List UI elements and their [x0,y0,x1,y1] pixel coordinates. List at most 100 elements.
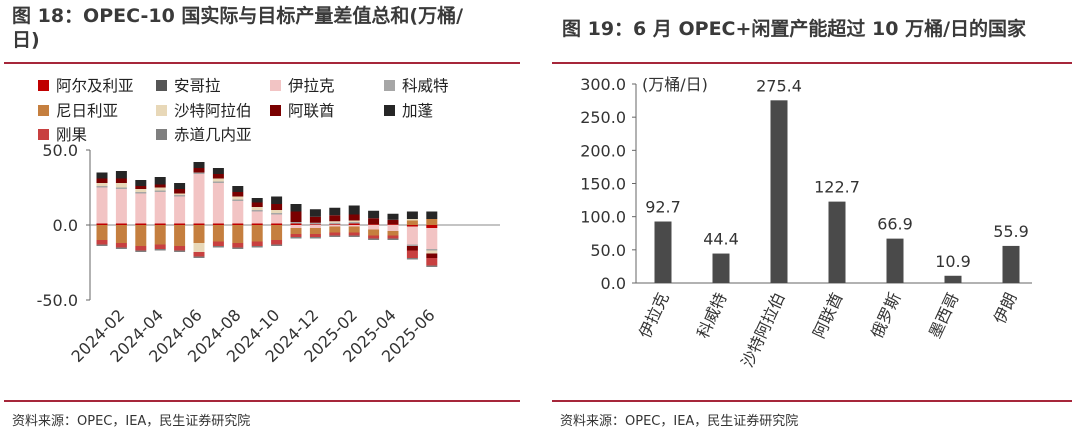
bar-segment [174,250,186,252]
data-label: 275.4 [756,76,802,95]
legend-label: 赤道几内亚 [174,126,252,144]
bar-segment [368,235,380,239]
bar-segment [232,243,244,248]
bar-segment [96,244,108,246]
bar-segment [406,211,418,219]
bar-segment [174,193,186,195]
bar-segment [309,224,321,225]
bar-segment [232,247,244,249]
bar-segment [212,225,224,242]
bar-segment [232,186,244,192]
bar-segment [348,226,360,233]
bar-segment [387,231,399,236]
bar-segment [290,225,302,228]
bar-segment [271,214,283,224]
legend-swatch [38,80,49,91]
bar-segment [426,211,438,219]
bar-segment [348,235,360,237]
bar-segment [212,168,224,174]
bar-segment [426,258,438,266]
bar-segment [290,228,302,234]
x-tick-label: 沙特阿拉伯 [738,290,789,371]
bar-segment [406,246,418,251]
legend-swatch [38,105,49,116]
bar-segment [309,222,321,225]
bar-segment [406,225,418,227]
bar-segment [154,190,166,192]
bar-segment [251,207,263,210]
data-label: 92.7 [645,198,681,217]
bar-segment [115,183,127,188]
bar-segment [115,243,127,248]
legend-swatch [38,129,49,140]
bar-segment [212,241,224,246]
bar-segment [329,224,341,225]
data-label: 44.4 [703,230,739,249]
bar-segment [251,246,263,248]
bar-segment [174,189,186,194]
bar-segment [309,209,321,217]
bar-segment [309,228,321,234]
bar-segment [368,218,380,225]
bar-segment [348,225,360,227]
legend-swatch [270,80,281,91]
bar-segment [174,246,186,251]
bar-segment [135,180,147,186]
bar-segment [426,219,438,225]
bar-segment [368,229,380,236]
bar-segment [251,198,263,203]
left-source-note: 资料来源：OPEC，IEA，民生证券研究院 [12,414,251,429]
bar-segment [115,223,127,225]
bar-segment [232,196,244,200]
bar-segment [290,222,302,224]
bar-segment [193,162,205,168]
bar-segment [387,238,399,240]
bar-segment [193,243,205,252]
bar [944,275,962,283]
bar-segment [212,178,224,182]
bar-segment [368,224,380,225]
y-tick-label: 200.0 [580,141,626,160]
bar-segment [135,250,147,252]
bar-segment [329,235,341,237]
legend-swatch [384,80,395,91]
bar-segment [154,184,166,188]
bar-segment [406,226,418,245]
right-chart-title: 图 19：6 月 OPEC+闲置产能超过 10 万桶/日的国家 [562,18,1027,40]
bar-segment [271,213,283,215]
bar-segment [96,183,108,186]
bar-segment [193,174,205,224]
bar [770,100,788,284]
bar-segment [174,196,186,224]
bar-segment [426,253,438,258]
legend-label: 尼日利亚 [56,102,118,120]
y-tick-label: 50.0 [590,241,626,260]
bar-segment [290,204,302,212]
bar-segment [329,207,341,216]
bar-segment [212,246,224,248]
x-tick-label: 墨西哥 [925,290,963,342]
bar-segment [406,250,418,258]
bar-segment [135,223,147,225]
bar-segment [309,225,321,228]
bar-segment [135,225,147,246]
y-tick-label: -50.0 [37,291,78,310]
bar-segment [154,244,166,249]
bar-segment [329,232,341,236]
bar-segment [193,223,205,225]
legend-label: 沙特阿拉伯 [174,102,252,120]
legend-label: 阿联酋 [288,102,335,120]
bar-segment [406,244,418,246]
y-tick-label: 100.0 [580,208,626,227]
bar-segment [154,192,166,224]
bar-segment [135,246,147,251]
right-bar-chart: 0.0 50.0 100.0 150.0 200.0 250.0 300.0 (万桶/日) 伊拉… [580,75,1032,371]
data-label: 66.9 [877,215,913,234]
bar-segment [329,225,341,227]
bar-segment [406,219,418,221]
bar-segment [193,168,205,173]
bar-segment [232,201,244,224]
y-tick-label: 300.0 [580,75,626,94]
legend-label: 刚果 [56,126,87,144]
